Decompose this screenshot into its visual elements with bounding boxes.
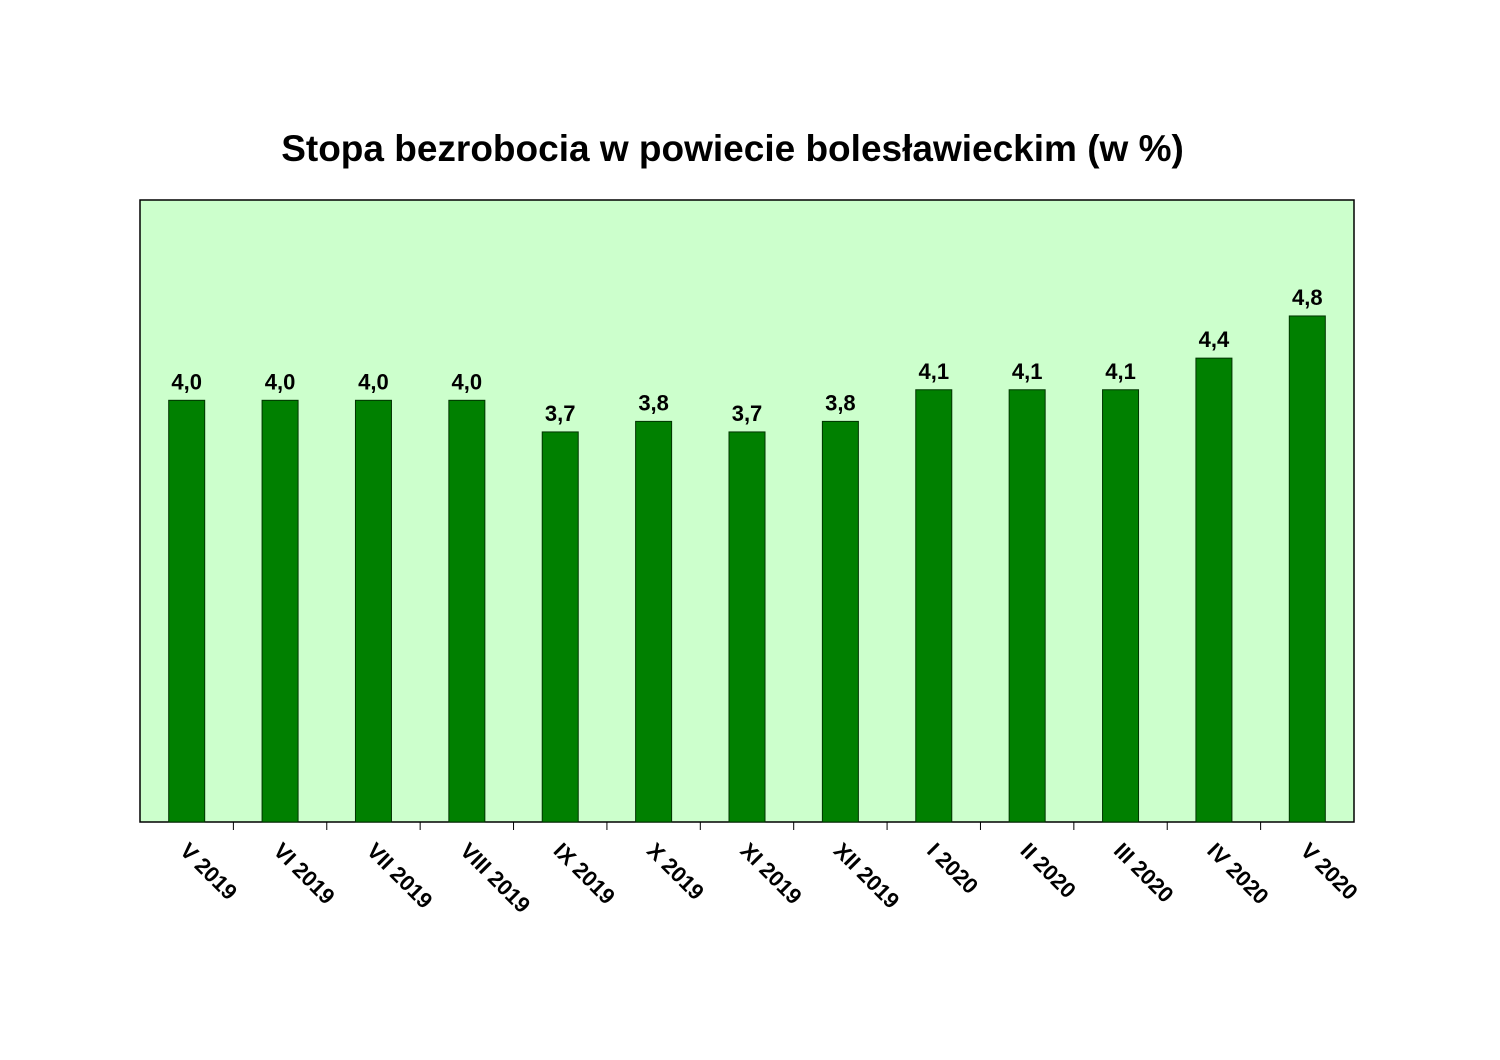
x-tick-label-6: XI 2019 [735, 838, 806, 909]
bar-value-label-5: 3,8 [638, 390, 669, 415]
bar-3 [448, 399, 486, 823]
bar-10 [1102, 389, 1140, 823]
bar-value-label-1: 4,0 [265, 369, 296, 394]
x-tick-label-1: VI 2019 [269, 838, 340, 909]
x-tick-label-12: V 2020 [1296, 838, 1363, 905]
x-tick-label-3: VIII 2019 [455, 838, 535, 918]
x-tick-label-2: VII 2019 [362, 838, 438, 914]
bar-1 [261, 399, 299, 823]
bar-9 [1008, 389, 1046, 823]
bar-5 [635, 420, 673, 823]
bar-value-label-3: 4,0 [452, 369, 483, 394]
bar-value-label-9: 4,1 [1012, 359, 1043, 384]
bar-value-label-10: 4,1 [1105, 359, 1136, 384]
chart-title: Stopa bezrobocia w powiecie bolesławieck… [281, 128, 1184, 169]
bar-value-label-0: 4,0 [171, 369, 202, 394]
bar-7 [821, 420, 859, 823]
x-tick-label-10: III 2020 [1109, 838, 1179, 908]
x-tick-label-8: I 2020 [922, 838, 983, 899]
bar-8 [915, 389, 953, 823]
bar-4 [541, 431, 579, 823]
bar-2 [354, 399, 392, 823]
x-tick-label-5: X 2019 [642, 838, 709, 905]
bar-0 [168, 399, 206, 823]
bar-value-label-6: 3,7 [732, 401, 763, 426]
bar-value-label-12: 4,8 [1292, 285, 1323, 310]
bar-value-label-2: 4,0 [358, 369, 389, 394]
x-tick-label-4: IX 2019 [549, 838, 620, 909]
x-tick-label-7: XII 2019 [829, 838, 905, 914]
bar-value-label-11: 4,4 [1199, 327, 1230, 352]
bars-group [168, 315, 1326, 823]
x-axis-tick-labels: V 2019 VI 2019 VII 2019 VIII 2019 IX 2019 X 2… [175, 838, 1363, 918]
x-tick-label-9: II 2020 [1016, 838, 1081, 903]
x-tick-label-0: V 2019 [175, 838, 242, 905]
bar-value-label-7: 3,8 [825, 390, 856, 415]
bar-value-labels: 4,0 4,0 4,0 4,0 3,7 3,8 3,7 3,8 4,1 4,1 4,1 4,4 4,8 [171, 285, 1322, 426]
x-tick-label-11: IV 2020 [1202, 838, 1273, 909]
bar-6 [728, 431, 766, 823]
bar-12 [1288, 315, 1326, 823]
x-axis-ticks [232, 822, 1262, 830]
bar-value-label-8: 4,1 [918, 359, 949, 384]
bar-11 [1195, 357, 1233, 823]
bar-value-label-4: 3,7 [545, 401, 576, 426]
